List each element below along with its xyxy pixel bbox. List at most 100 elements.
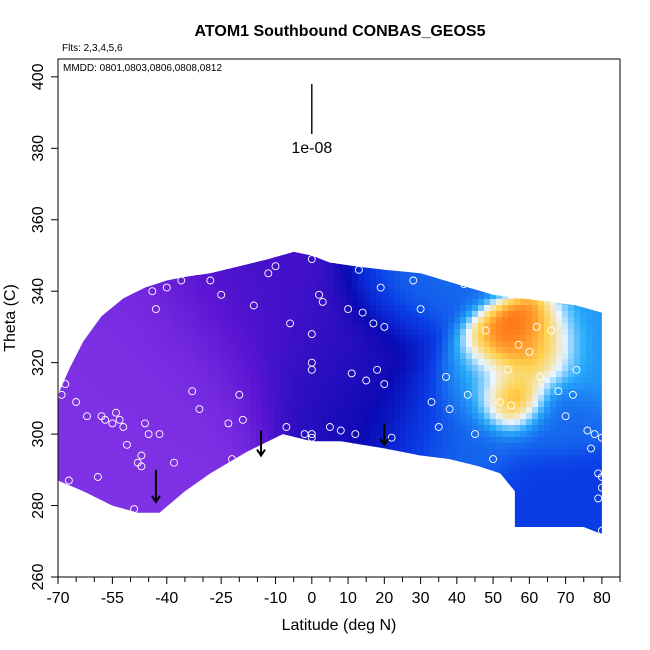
heat-cell <box>304 83 311 90</box>
heat-cell <box>274 191 281 198</box>
heat-cell <box>166 461 173 468</box>
heat-cell <box>304 77 311 84</box>
heat-cell <box>160 515 167 522</box>
heat-cell <box>148 491 155 498</box>
heat-cell <box>358 317 365 324</box>
heat-cell <box>316 539 323 546</box>
heat-cell <box>382 371 389 378</box>
heat-cell <box>226 269 233 276</box>
heat-cell <box>334 443 341 450</box>
heat-cell <box>202 545 209 552</box>
heat-cell <box>322 491 329 498</box>
heat-cell <box>250 341 257 348</box>
heat-cell <box>238 281 245 288</box>
heat-cell <box>394 545 401 552</box>
heat-cell <box>88 155 95 162</box>
heat-cell <box>70 455 77 462</box>
heat-cell <box>310 197 317 204</box>
heat-cell <box>142 437 149 444</box>
heat-cell <box>394 269 401 276</box>
heat-cell <box>286 275 293 282</box>
heat-cell <box>244 467 251 474</box>
heat-cell <box>352 107 359 114</box>
heat-cell <box>166 431 173 438</box>
heat-cell <box>304 491 311 498</box>
heat-cell <box>58 569 65 576</box>
heat-cell <box>322 59 329 66</box>
heat-cell <box>370 173 377 180</box>
heat-cell <box>298 329 305 336</box>
heat-cell <box>118 575 125 582</box>
heat-cell <box>214 371 221 378</box>
heat-cell <box>394 473 401 480</box>
heat-cell <box>172 509 179 516</box>
heat-cell <box>244 365 251 372</box>
heat-cell <box>238 401 245 408</box>
heat-cell <box>220 281 227 288</box>
heat-cell <box>94 371 101 378</box>
heat-cell <box>148 203 155 210</box>
heat-cell <box>106 293 113 300</box>
heat-cell <box>256 125 263 132</box>
heat-cell <box>256 551 263 558</box>
heat-cell <box>88 329 95 336</box>
heat-cell <box>280 383 287 390</box>
heat-cell <box>382 473 389 480</box>
heat-cell <box>250 461 257 468</box>
heat-cell <box>286 509 293 516</box>
heat-cell <box>70 347 77 354</box>
heat-cell <box>298 209 305 216</box>
heat-cell <box>178 149 185 156</box>
heat-cell <box>106 395 113 402</box>
heat-cell <box>382 299 389 306</box>
heat-cell <box>304 563 311 570</box>
heat-cell <box>340 305 347 312</box>
heat-cell <box>298 473 305 480</box>
heat-cell <box>298 125 305 132</box>
heat-cell <box>100 155 107 162</box>
heat-cell <box>394 287 401 294</box>
heat-cell <box>388 239 395 246</box>
heat-cell <box>208 329 215 336</box>
heat-cell <box>106 233 113 240</box>
heat-cell <box>190 521 197 528</box>
heat-cell <box>238 83 245 90</box>
heat-cell <box>382 119 389 126</box>
heat-cell <box>196 125 203 132</box>
heat-cell <box>106 341 113 348</box>
heat-cell <box>142 143 149 150</box>
heat-cell <box>280 89 287 96</box>
heat-cell <box>382 527 389 534</box>
heat-cell <box>160 239 167 246</box>
heat-cell <box>232 329 239 336</box>
heat-cell <box>322 575 329 582</box>
heat-cell <box>268 329 275 336</box>
heat-cell <box>316 239 323 246</box>
heat-cell <box>256 545 263 552</box>
heat-cell <box>274 83 281 90</box>
heat-cell <box>376 161 383 168</box>
heat-cell <box>256 281 263 288</box>
heat-cell <box>100 533 107 535</box>
heat-cell <box>334 395 341 402</box>
heat-cell <box>340 467 347 474</box>
heat-cell <box>136 335 143 342</box>
heat-cell <box>238 377 245 384</box>
heat-cell <box>190 419 197 426</box>
heat-cell <box>232 461 239 468</box>
heat-cell <box>118 389 125 396</box>
heat-cell <box>130 467 137 474</box>
heat-cell <box>298 263 305 270</box>
heat-cell <box>94 209 101 216</box>
heat-cell <box>100 479 107 486</box>
heat-cell <box>316 569 323 576</box>
heat-cell <box>160 203 167 210</box>
heat-cell <box>298 101 305 108</box>
heat-cell <box>190 353 197 360</box>
heat-cell <box>310 467 317 474</box>
heat-cell <box>160 317 167 324</box>
heat-cell <box>190 113 197 120</box>
heat-cell <box>64 539 71 546</box>
heat-cell <box>352 263 359 270</box>
heat-cell <box>256 425 263 432</box>
